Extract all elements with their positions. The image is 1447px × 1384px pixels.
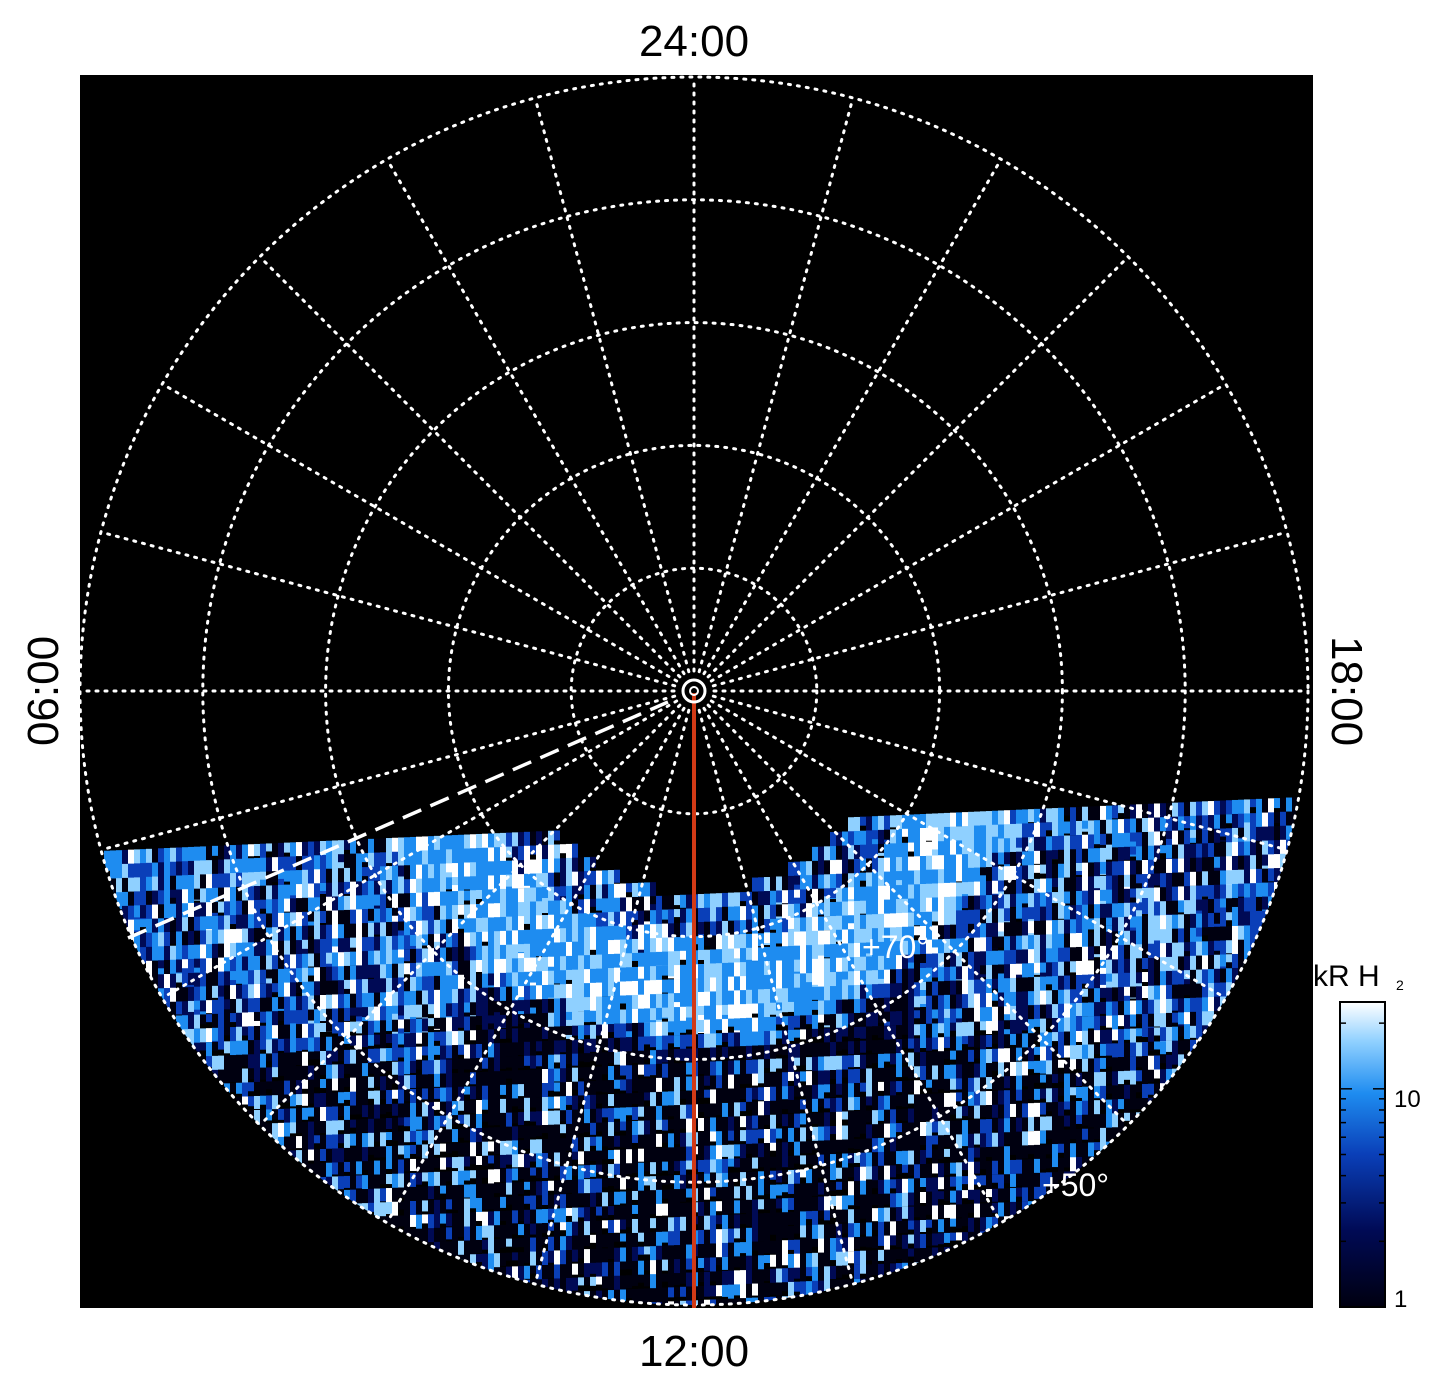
colorbar: kR H 2 10 1 xyxy=(1313,960,1421,1313)
meridian-line xyxy=(160,382,679,683)
local-time-label-dusk: 18:00 xyxy=(1322,636,1371,746)
latitude-label-50: +50° xyxy=(1042,1167,1109,1203)
local-time-label-dawn: 06:00 xyxy=(19,636,68,746)
local-time-label-noon: 12:00 xyxy=(639,1327,749,1376)
meridian-line xyxy=(709,382,1228,683)
meridian-line xyxy=(99,530,677,688)
meridian-line xyxy=(706,255,1130,679)
meridian-line xyxy=(711,530,1289,688)
meridian-line xyxy=(533,96,691,674)
meridian-line xyxy=(709,699,1228,1000)
pole-marker xyxy=(681,678,707,704)
meridian-line xyxy=(258,703,682,1127)
coordinate-grid xyxy=(80,75,1310,1307)
meridian-line xyxy=(385,706,686,1225)
colorbar-title: kR H xyxy=(1313,960,1380,993)
meridian-line xyxy=(258,255,682,679)
meridian-line xyxy=(711,694,1289,852)
meridian-line xyxy=(385,157,686,676)
meridian-line xyxy=(533,708,691,1286)
meridian-line xyxy=(702,157,1003,676)
colorbar-ticks xyxy=(1340,1022,1385,1308)
local-time-label-midnight: 24:00 xyxy=(639,17,749,66)
colorbar-gradient xyxy=(1339,1001,1386,1308)
meridian-line xyxy=(160,699,679,1000)
colorbar-tick-label-1: 1 xyxy=(1394,1286,1407,1313)
meridian-line xyxy=(697,96,855,674)
dashed-boundary-line xyxy=(127,700,669,940)
meridian-line xyxy=(706,703,1130,1127)
meridian-line xyxy=(702,706,1003,1225)
meridian-line xyxy=(697,708,855,1286)
latitude-label-70: +70° xyxy=(862,929,929,965)
colorbar-title-subscript: 2 xyxy=(1396,977,1404,993)
colorbar-tick-label-10: 10 xyxy=(1394,1086,1421,1113)
auroral-emission-image xyxy=(104,796,1304,1305)
latitude-circle xyxy=(569,566,819,816)
meridian-line xyxy=(99,694,677,852)
